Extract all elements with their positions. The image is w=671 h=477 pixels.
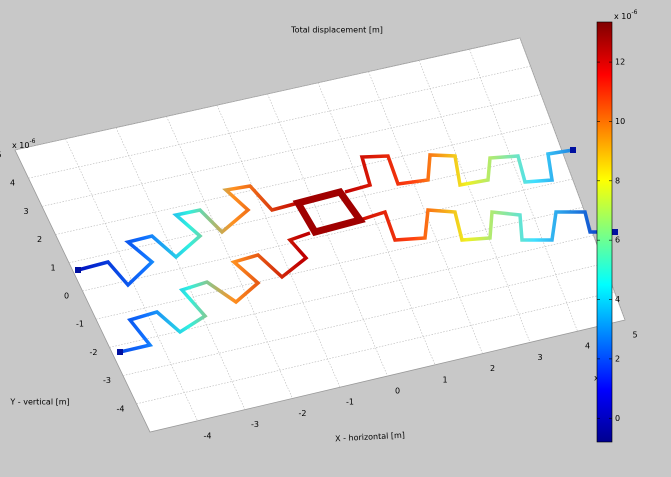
x-tick-label: 2 — [490, 364, 495, 373]
y-tick-label: 4 — [10, 179, 15, 188]
grid-line — [136, 291, 615, 405]
grid-line — [469, 49, 578, 332]
exp-base: x 10 — [614, 12, 631, 21]
y-tick-label: -4 — [117, 404, 125, 413]
colorbar — [596, 21, 613, 443]
grid-line — [519, 37, 626, 321]
z-axis-label: x — [594, 374, 599, 383]
exp-base: x 10 — [12, 141, 29, 150]
x-tick-label: -1 — [346, 398, 354, 407]
grid-line — [368, 71, 483, 354]
colorbar-tick-label: 0 — [615, 414, 620, 423]
x-tick-label: -2 — [299, 409, 307, 418]
grid-line — [68, 150, 563, 264]
x-tick-label: 1 — [442, 375, 447, 384]
y-exponent: x 10-6 — [12, 138, 36, 150]
spring — [344, 148, 574, 194]
proof-mass — [292, 188, 366, 237]
grid-line — [122, 263, 605, 376]
anchor — [570, 147, 576, 153]
colorbar-exponent: x 10-6 — [614, 9, 638, 21]
x-tick-label: 0 — [395, 387, 400, 396]
grid-line — [65, 138, 198, 421]
grid-line — [267, 93, 388, 377]
y-axis-label: Y - vertical [m] — [9, 398, 69, 407]
exp-power: -6 — [29, 138, 35, 145]
colorbar-tick-label: 8 — [615, 176, 620, 185]
x-tick-label: -3 — [251, 420, 259, 429]
anchor — [75, 267, 81, 273]
chart-title: Total displacement [m] — [290, 26, 383, 35]
grid-line — [115, 127, 246, 410]
y-tick-label: 2 — [37, 235, 42, 244]
x-tick-label: 4 — [585, 342, 590, 351]
grid-line — [55, 122, 552, 235]
grid-line — [418, 60, 531, 343]
colorbar-tick-label: 10 — [615, 117, 625, 126]
spring — [359, 208, 615, 242]
structure — [75, 147, 618, 355]
anchor — [117, 349, 123, 355]
plane — [14, 37, 626, 433]
grid-line — [95, 206, 584, 320]
colorbar-tick-label: 6 — [615, 236, 620, 245]
colorbar-tick-label: 4 — [615, 295, 620, 304]
x-axis-label: X - horizontal [m] — [335, 431, 405, 444]
y-tick-label: -3 — [103, 376, 111, 385]
grid-line — [41, 94, 542, 207]
spring — [77, 184, 299, 288]
y-tick-label: 3 — [23, 207, 28, 216]
spring — [119, 231, 311, 354]
y-tick-label: -1 — [76, 320, 84, 329]
x-tick-label: 3 — [537, 353, 542, 362]
y-tick-label: 5 — [0, 151, 2, 160]
grid — [14, 37, 626, 421]
grid-line — [14, 37, 521, 151]
y-tick-label: -2 — [90, 348, 98, 357]
anchor — [612, 229, 618, 235]
y-tick-label: 1 — [50, 263, 55, 272]
x-tick-label: -4 — [204, 431, 212, 440]
exp-power: -6 — [631, 9, 637, 16]
y-tick-label: 0 — [64, 292, 69, 301]
colorbar-tick-label: 12 — [615, 58, 625, 67]
colorbar-tick-label: 2 — [615, 354, 620, 363]
x-tick-label: 5 — [632, 331, 637, 340]
